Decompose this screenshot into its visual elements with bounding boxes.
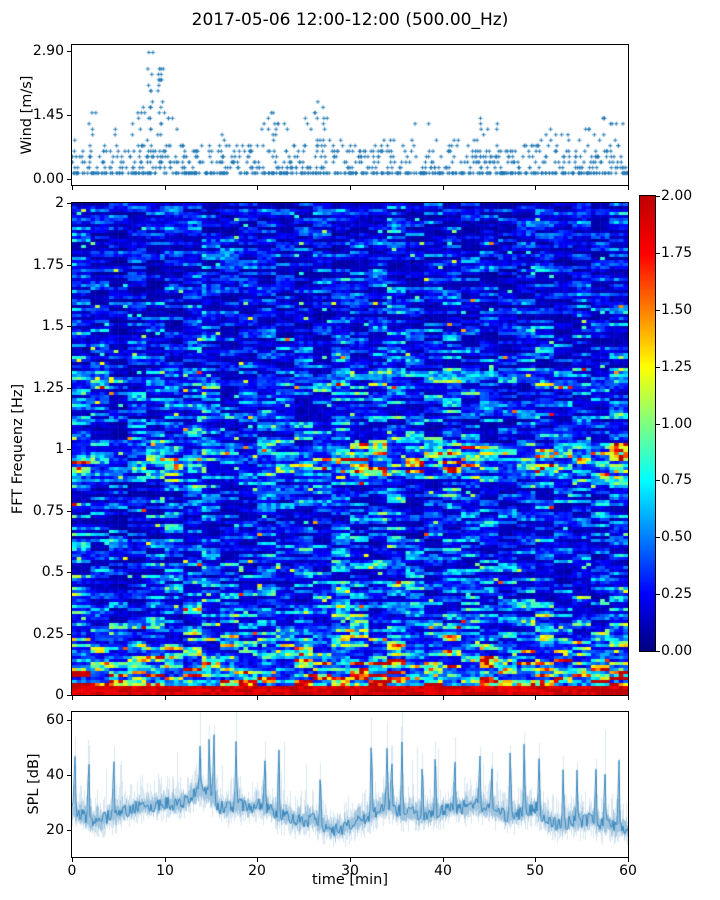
tick-mark: [72, 186, 73, 190]
tick-mark: [535, 186, 536, 190]
spl-plot-frame: [71, 711, 629, 858]
wind-ytick-label: 2.90: [32, 43, 64, 59]
tick-mark: [257, 186, 258, 190]
colorbar-tick-label: 0.25: [661, 586, 693, 602]
fft-ytick-label: 0.25: [32, 626, 64, 642]
tick-mark: [67, 265, 71, 266]
tick-mark: [656, 651, 660, 652]
tick-mark: [165, 858, 166, 862]
colorbar-tick-label: 1.50: [661, 302, 693, 318]
tick-mark: [656, 310, 660, 311]
colorbar-tick-label: 0.75: [661, 472, 693, 488]
time-xtick-label: 40: [434, 863, 452, 879]
tick-mark: [350, 186, 351, 190]
tick-mark: [656, 196, 660, 197]
tick-mark: [656, 424, 660, 425]
tick-mark: [350, 696, 351, 700]
tick-mark: [67, 388, 71, 389]
fft-plot-frame: [71, 202, 629, 696]
fft-ytick-label: 1.75: [32, 257, 64, 273]
fft-ytick-label: 0.5: [41, 564, 64, 580]
spl-ytick-label: 60: [46, 712, 64, 728]
tick-mark: [67, 115, 71, 116]
tick-mark: [67, 449, 71, 450]
spl-ylabel: SPL [dB]: [26, 753, 42, 815]
tick-mark: [165, 696, 166, 700]
fft-ytick-label: 0: [55, 687, 64, 703]
spl-ytick-label: 20: [46, 822, 64, 838]
tick-mark: [67, 830, 71, 831]
tick-mark: [257, 858, 258, 862]
tick-mark: [67, 326, 71, 327]
colorbar-tick-label: 2.00: [661, 188, 693, 204]
tick-mark: [165, 186, 166, 190]
tick-mark: [535, 696, 536, 700]
tick-mark: [67, 51, 71, 52]
tick-mark: [72, 858, 73, 862]
time-xtick-label: 10: [156, 863, 174, 879]
wind-scatter-canvas: [72, 45, 628, 185]
colorbar-tick-label: 0.50: [661, 529, 693, 545]
time-xtick-label: 20: [248, 863, 266, 879]
wind-ytick-label: 1.45: [32, 107, 64, 123]
tick-mark: [72, 696, 73, 700]
tick-mark: [67, 511, 71, 512]
fft-ytick-label: 0.75: [32, 503, 64, 519]
tick-mark: [67, 775, 71, 776]
tick-mark: [67, 179, 71, 180]
tick-mark: [443, 186, 444, 190]
tick-mark: [656, 253, 660, 254]
colorbar-tick-label: 1.75: [661, 245, 693, 261]
fft-ytick-label: 1.5: [41, 318, 64, 334]
tick-mark: [67, 572, 71, 573]
time-xtick-label: 0: [67, 863, 77, 879]
fft-ytick-label: 1: [55, 441, 64, 457]
tick-mark: [656, 480, 660, 481]
colorbar-tick-label: 0.00: [661, 643, 693, 659]
time-xtick-label: 50: [526, 863, 544, 879]
tick-mark: [656, 594, 660, 595]
tick-mark: [628, 186, 629, 190]
colorbar-tick-label: 1.25: [661, 359, 693, 375]
fft-spectrogram-canvas: [72, 203, 628, 695]
spl-line-canvas: [72, 712, 628, 857]
tick-mark: [350, 858, 351, 862]
fft-ytick-label: 2: [55, 195, 64, 211]
wind-plot-frame: [71, 44, 629, 186]
time-xlabel: time [min]: [311, 872, 389, 888]
colorbar-tick-label: 1.00: [661, 416, 693, 432]
fft-ytick-label: 1.25: [32, 380, 64, 396]
time-xtick-label: 30: [341, 863, 359, 879]
tick-mark: [257, 696, 258, 700]
tick-mark: [67, 634, 71, 635]
tick-mark: [628, 696, 629, 700]
tick-mark: [443, 858, 444, 862]
tick-mark: [628, 858, 629, 862]
tick-mark: [535, 858, 536, 862]
tick-mark: [656, 367, 660, 368]
time-xtick-label: 60: [619, 863, 637, 879]
figure-title: 2017-05-06 12:00-12:00 (500.00_Hz): [191, 10, 509, 30]
spl-ytick-label: 40: [46, 767, 64, 783]
tick-mark: [67, 203, 71, 204]
colorbar-frame: [639, 195, 656, 652]
colorbar-canvas: [640, 196, 655, 651]
wind-ytick-label: 0.00: [32, 171, 64, 187]
tick-mark: [443, 696, 444, 700]
tick-mark: [67, 695, 71, 696]
tick-mark: [656, 537, 660, 538]
tick-mark: [67, 720, 71, 721]
